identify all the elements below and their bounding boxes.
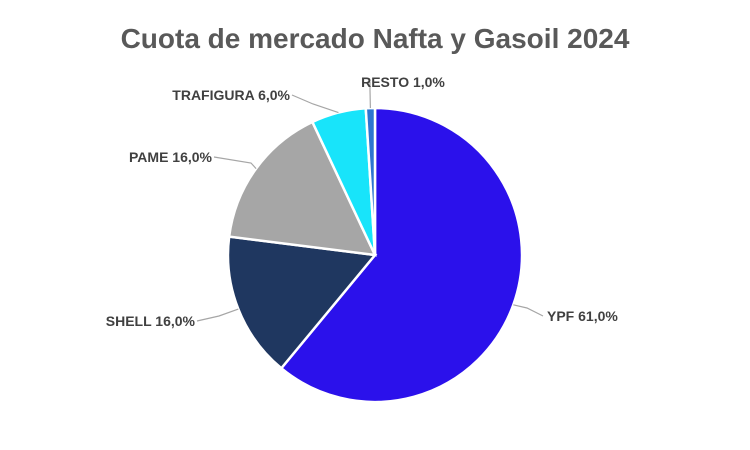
leader-line-trafigura — [291, 94, 339, 114]
slice-label-pame: PAME 16,0% — [129, 149, 213, 165]
slice-label-ypf: YPF 61,0% — [547, 308, 618, 324]
leader-line-shell — [196, 308, 239, 322]
pie-slice-shell — [226, 235, 378, 371]
slice-label-resto: RESTO 1,0% — [361, 74, 445, 90]
pie-slice-pame — [227, 120, 378, 257]
chart-title: Cuota de mercado Nafta y Gasoil 2024 — [121, 23, 630, 54]
leader-line-pame — [213, 156, 257, 169]
leader-lines — [196, 82, 544, 322]
pie-slices — [226, 106, 524, 404]
slice-label-shell: SHELL 16,0% — [106, 313, 196, 329]
slice-labels: YPF 61,0% SHELL 16,0% PAME 16,0% TRAFIGURA … — [106, 74, 619, 329]
leader-line-ypf — [513, 304, 544, 317]
slice-label-trafigura: TRAFIGURA 6,0% — [172, 87, 290, 103]
